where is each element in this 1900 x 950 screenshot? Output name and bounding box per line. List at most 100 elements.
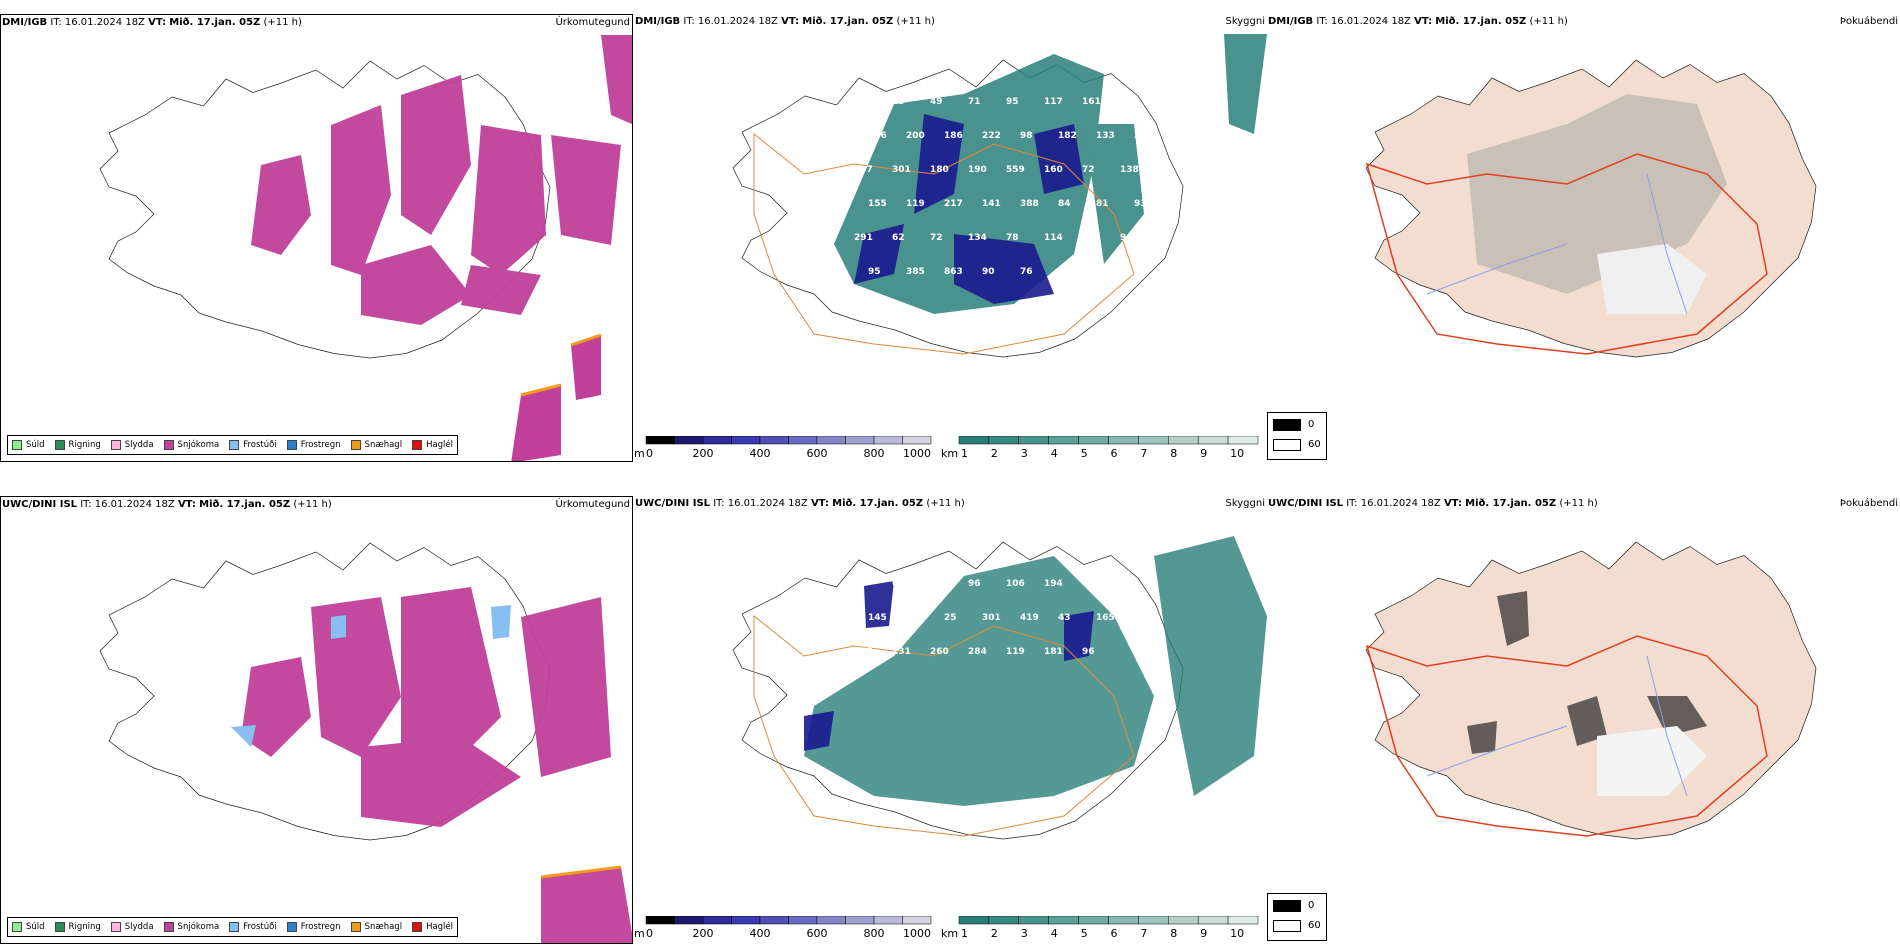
legend-swatch	[229, 922, 240, 932]
colorbar-tick: 10	[1230, 927, 1244, 940]
visibility-label: 78	[1006, 233, 1019, 243]
visibility-panel-uwc: 55 64 98 96 106 194 443 258 145 107 25 301 419 43 165 1…	[634, 496, 1267, 944]
legend-swatch	[350, 440, 361, 450]
visibility-label: 170	[1134, 613, 1153, 623]
precip-map-dmi	[99, 35, 632, 461]
legend-item-suld: Súld	[12, 922, 45, 932]
precip-type-panel-uwc: UWC/DINI ISL IT: 16.01.2024 18Z VT: Mið.…	[0, 496, 633, 944]
colorbar-tick: 10	[1230, 447, 1244, 460]
legend-item-frostregn: Frostregn	[286, 440, 341, 450]
legend-swatch	[229, 440, 240, 450]
colorbar-tick: 6	[1111, 447, 1118, 460]
colorbar-segment	[645, 915, 675, 925]
colorbar-segment	[902, 915, 932, 925]
colorbar-segment	[958, 915, 990, 925]
colorbar-tick: 5	[1081, 927, 1088, 940]
panel-title: Þokuábendi	[1839, 498, 1898, 509]
visibility-label: 98	[930, 579, 943, 589]
colorbar-tick: 1000	[903, 927, 931, 940]
visibility-label: 95	[868, 267, 881, 277]
panel-header: DMI/IGB IT: 16.01.2024 18Z VT: Mið. 17.j…	[1268, 16, 1568, 27]
legend-swatch	[163, 440, 174, 450]
visibility-label: 114	[1044, 233, 1063, 243]
visibility-colorbar-m: m 0 200 400 600 800 1000	[634, 915, 939, 940]
panel-title: Skyggni	[1225, 16, 1265, 27]
colorbar-tick: 200	[693, 927, 714, 940]
colorbar-tick: 800	[864, 447, 885, 460]
fog-legend: 0 60	[1267, 412, 1327, 460]
visibility-label: 301	[892, 165, 911, 175]
visibility-label: 160	[1044, 165, 1063, 175]
colorbar-segment	[958, 435, 990, 445]
visibility-map-dmi: 411 23 49 71 95 117 161 33 126 200 186 222 98 182 133 3…	[732, 34, 1267, 358]
precip-type-panel-dmi: DMI/IGB IT: 16.01.2024 18Z VT: Mið. 17.j…	[0, 14, 633, 462]
colorbar-segment	[1138, 435, 1169, 445]
colorbar-segment	[1197, 435, 1229, 445]
colorbar-tick: 4	[1051, 927, 1058, 940]
fog-swatch-0	[1273, 900, 1301, 912]
colorbar-segment	[816, 435, 846, 445]
legend-swatch	[412, 440, 423, 450]
colorbar-segment	[702, 435, 732, 445]
colorbar-segment	[674, 915, 704, 925]
visibility-label: 33	[1120, 97, 1133, 107]
legend-swatch	[350, 922, 361, 932]
colorbar-tick: 5	[1081, 447, 1088, 460]
visibility-label: 96	[1120, 233, 1133, 243]
panel-header: DMI/IGB IT: 16.01.2024 18Z VT: Mið. 17.j…	[2, 17, 302, 28]
colorbar-segment	[1138, 915, 1169, 925]
legend-item-frostregn: Frostregn	[286, 922, 341, 932]
visibility-label: 25	[944, 613, 957, 623]
panel-title: Úrkomutegund	[555, 17, 630, 28]
panel-title: Þokuábendi	[1839, 16, 1898, 27]
colorbar-segment	[873, 435, 903, 445]
visibility-label: 155	[1082, 233, 1101, 243]
panel-header: DMI/IGB IT: 16.01.2024 18Z VT: Mið. 17.j…	[635, 16, 935, 27]
legend-item-haglel: Haglél	[412, 922, 453, 932]
colorbar-segment	[1168, 915, 1199, 925]
visibility-label: 217	[944, 199, 963, 209]
legend-item-snjokoma: Snjókoma	[163, 922, 219, 932]
colorbar-tick: 6	[1111, 927, 1118, 940]
legend-item-suld: Súld	[12, 440, 45, 450]
visibility-label: 76	[1020, 267, 1033, 277]
colorbar-tick: 3	[1021, 447, 1028, 460]
visibility-label: 291	[854, 233, 873, 243]
legend-item-slydda: Slydda	[110, 440, 154, 450]
colorbar-tick: 9	[1200, 447, 1207, 460]
visibility-label: 155	[868, 199, 887, 209]
colorbar-unit: km	[941, 927, 958, 940]
colorbar-tick: 8	[1170, 927, 1177, 940]
visibility-label: 96	[1082, 647, 1095, 657]
visibility-label: 119	[906, 199, 925, 209]
legend-item-rigning: Rigning	[54, 922, 101, 932]
legend-swatch	[412, 922, 423, 932]
colorbar-segment	[645, 435, 675, 445]
panel-title: Skyggni	[1225, 498, 1265, 509]
colorbar-segment	[731, 435, 761, 445]
legend-item-slydda: Slydda	[110, 922, 154, 932]
visibility-label: 186	[944, 131, 963, 141]
colorbar-segment	[988, 435, 1020, 445]
colorbar-tick: 1	[961, 927, 968, 940]
visibility-label: 134	[968, 233, 987, 243]
colorbar-tick: 1000	[903, 447, 931, 460]
colorbar-segment	[1078, 435, 1109, 445]
visibility-label: 305	[1134, 131, 1153, 141]
colorbar-tick: 200	[693, 447, 714, 460]
visibility-label: 284	[968, 647, 987, 657]
visibility-label: 258	[1120, 579, 1139, 589]
colorbar-segment	[1018, 435, 1049, 445]
visibility-label: 23	[892, 97, 905, 107]
visibility-label: 165	[1096, 613, 1115, 623]
visibility-label: 301	[982, 613, 1001, 623]
colorbar-tick: 600	[807, 927, 828, 940]
colorbar-segment	[1048, 915, 1079, 925]
visibility-label: 133	[1096, 131, 1115, 141]
iceland-coastline	[1365, 541, 1817, 840]
visibility-label: 96	[968, 579, 981, 589]
visibility-label: 182	[1058, 131, 1077, 141]
precip-legend: Súld Rigning Slydda Snjókoma Frostúði Fr…	[7, 917, 459, 937]
colorbar-segment	[759, 915, 789, 925]
visibility-label: 559	[1006, 165, 1025, 175]
